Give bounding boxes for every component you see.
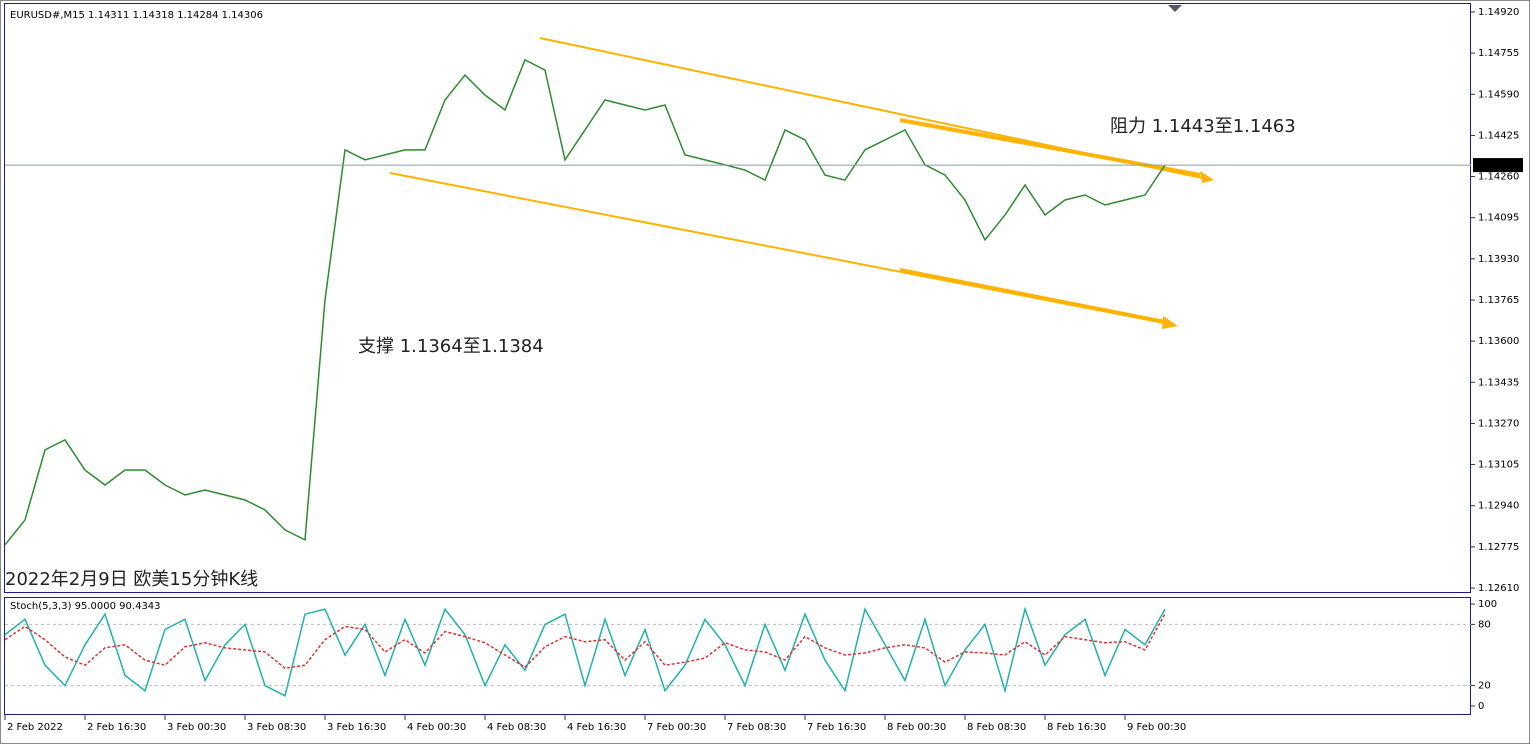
y-tick-label: 1.14920: [1478, 7, 1519, 18]
y-tick-label: 1.13600: [1478, 336, 1519, 347]
y-tick-label: 1.13270: [1478, 418, 1519, 429]
x-tick-label: 8 Feb 08:30: [967, 722, 1026, 733]
y-tick-label: 1.12940: [1478, 501, 1519, 512]
arrow-head: [1200, 171, 1214, 183]
y-tick-label: 1.12775: [1478, 542, 1519, 553]
y-tick-label: 1.14755: [1478, 48, 1519, 59]
x-tick-label: 7 Feb 08:30: [727, 722, 786, 733]
channel-upper-thick: [899, 118, 1201, 177]
x-tick-label: 3 Feb 00:30: [167, 722, 226, 733]
y-tick-label: 100: [1478, 599, 1497, 610]
y-tick-label: 1.14095: [1478, 213, 1519, 224]
current-price-label: 1.14306: [1477, 160, 1518, 171]
y-tick-label: 0: [1478, 701, 1484, 712]
x-tick-label: 8 Feb 16:30: [1047, 722, 1106, 733]
x-tick-label: 2 Feb 16:30: [87, 722, 146, 733]
y-tick-label: 1.14590: [1478, 89, 1519, 100]
annotation: 阻力 1.1443至1.1463: [1110, 116, 1296, 137]
x-tick-label: 3 Feb 08:30: [247, 722, 306, 733]
line: [4, 613, 1166, 670]
stoch-header: Stoch(5,3,3) 95.0000 90.4343: [10, 601, 161, 612]
x-tick-label: 4 Feb 08:30: [487, 722, 546, 733]
x-tick-label: 4 Feb 00:30: [407, 722, 466, 733]
y-tick-label: 1.14260: [1478, 172, 1519, 183]
x-tick-label: 3 Feb 16:30: [327, 722, 386, 733]
annotation: 支撑 1.1364至1.1384: [358, 336, 544, 357]
x-tick-label: 7 Feb 16:30: [807, 722, 866, 733]
y-tick-label: 1.13105: [1478, 460, 1519, 471]
line: [4, 606, 1166, 697]
main-panel: [4, 3, 1471, 593]
current-price-box: [1473, 158, 1523, 173]
y-tick-label: 1.13435: [1478, 377, 1519, 388]
x-tick-label: 8 Feb 00:30: [887, 722, 946, 733]
arrow-head: [1162, 316, 1178, 329]
x-tick-label: 9 Feb 00:30: [1127, 722, 1186, 733]
line: [4, 58, 1166, 546]
y-tick-label: 1.12610: [1478, 583, 1519, 594]
stoch-panel: [4, 597, 1471, 715]
chart-header: EURUSD#,M15 1.14311 1.14318 1.14284 1.14…: [10, 10, 263, 21]
y-tick-label: 1.14425: [1478, 130, 1519, 141]
x-tick-label: 2 Feb 2022: [7, 722, 63, 733]
y-tick-label: 1.13765: [1478, 295, 1519, 306]
x-tick-label: 4 Feb 16:30: [567, 722, 626, 733]
channel-lower-thick: [899, 268, 1166, 324]
x-tick-label: 7 Feb 00:30: [647, 722, 706, 733]
marker: [1168, 5, 1182, 12]
y-tick-label: 80: [1478, 619, 1491, 630]
y-tick-label: 1.13930: [1478, 254, 1519, 265]
annotation: 2022年2月9日 欧美15分钟K线: [5, 569, 258, 590]
y-tick-label: 20: [1478, 681, 1491, 692]
